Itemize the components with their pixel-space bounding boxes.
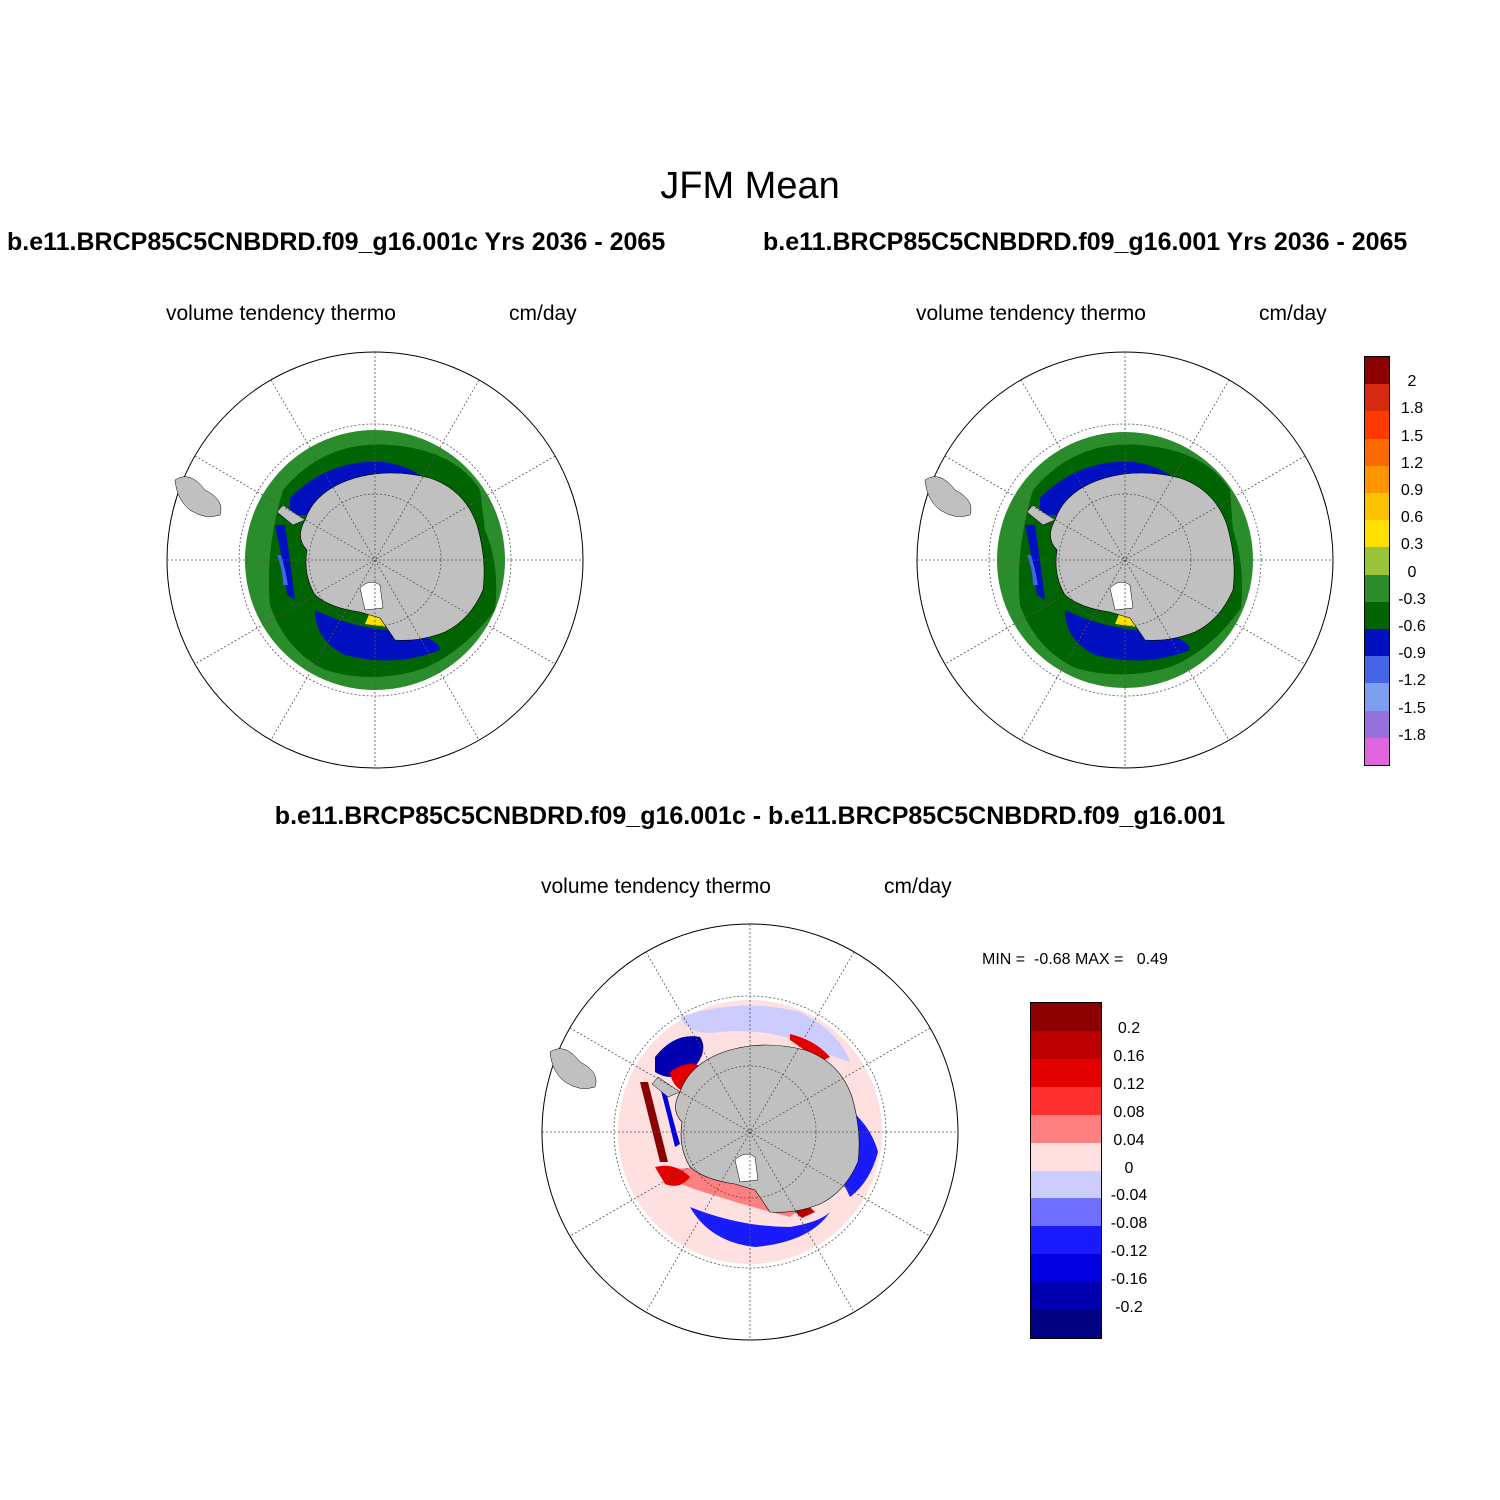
colorbar-diff-tick-label: 0.04 bbox=[1113, 1131, 1145, 1149]
colorbar-diff-swatch bbox=[1031, 1226, 1101, 1255]
colorbar-diff-tick-label: -0.04 bbox=[1110, 1187, 1148, 1205]
main-title: JFM Mean bbox=[660, 165, 840, 207]
diff-panel-title: b.e11.BRCP85C5CNBDRD.f09_g16.001c - b.e1… bbox=[274, 802, 1226, 830]
colorbar-diff-tick-label: -0.08 bbox=[1110, 1215, 1148, 1233]
antarctica-land-right bbox=[1026, 472, 1235, 641]
units-label-left: cm/day bbox=[509, 302, 577, 325]
colorbar-main-tick-label: -1.8 bbox=[1398, 726, 1426, 744]
variable-label-left: volume tendency thermo bbox=[166, 302, 396, 325]
colorbar-main-tick-label: 1.8 bbox=[1400, 400, 1424, 418]
colorbar-main-tick-label: 2 bbox=[1407, 373, 1417, 391]
colorbar-main bbox=[1364, 356, 1390, 766]
colorbar-main-tick-label: 0.3 bbox=[1400, 536, 1424, 554]
colorbar-main-swatch bbox=[1365, 493, 1389, 521]
colorbar-diff-swatch bbox=[1031, 1086, 1101, 1116]
variable-label-right: volume tendency thermo bbox=[916, 302, 1146, 325]
colorbar-diff-tick-label: -0.12 bbox=[1110, 1243, 1148, 1261]
colorbar-main-tick-label: -1.5 bbox=[1398, 699, 1426, 717]
max-value: 0.49 bbox=[1136, 951, 1168, 968]
graticule-diff bbox=[542, 924, 958, 1340]
colorbar-main-swatch bbox=[1365, 710, 1389, 739]
colorbar-main-tick-label: -1.2 bbox=[1398, 672, 1426, 690]
colorbar-main-swatch bbox=[1365, 574, 1389, 603]
min-label: MIN = bbox=[982, 951, 1026, 968]
colorbar-main-swatch bbox=[1365, 465, 1389, 494]
colorbar-diff-swatch bbox=[1031, 1170, 1101, 1199]
colorbar-main-tick-label: 1.2 bbox=[1400, 454, 1424, 472]
colorbar-main-swatch bbox=[1365, 384, 1389, 412]
polar-map-left bbox=[166, 351, 584, 769]
colorbar-diff-swatch bbox=[1031, 1310, 1101, 1339]
colorbar-main-tick-label: -0.3 bbox=[1398, 590, 1426, 608]
colorbar-main-tick-label: 0.6 bbox=[1400, 509, 1424, 527]
colorbar-main-swatch bbox=[1365, 656, 1389, 684]
polar-map-right bbox=[916, 351, 1334, 769]
colorbar-diff-swatch bbox=[1031, 1030, 1101, 1060]
colorbar-main-swatch bbox=[1365, 547, 1389, 576]
colorbar-diff-tick-label: 0.2 bbox=[1117, 1019, 1141, 1037]
south-america-land-left bbox=[174, 476, 222, 517]
colorbar-diff-tick-label: -0.16 bbox=[1110, 1271, 1148, 1289]
colorbar-main-swatch bbox=[1365, 601, 1389, 630]
colorbar-main-tick-label: -0.6 bbox=[1398, 618, 1426, 635]
units-label-diff: cm/day bbox=[884, 875, 952, 898]
colorbar-diff-swatch bbox=[1031, 1282, 1101, 1311]
polar-map-diff bbox=[541, 923, 959, 1341]
colorbar-main-swatch bbox=[1365, 683, 1389, 712]
colorbar-diff-tick-label: 0 bbox=[1124, 1159, 1134, 1177]
colorbar-main-swatch bbox=[1365, 520, 1389, 548]
colorbar-main-tick-label: 0.9 bbox=[1400, 482, 1424, 499]
colorbar-main-swatch bbox=[1365, 629, 1389, 657]
colorbar-main-tick-label: -0.9 bbox=[1398, 645, 1426, 663]
colorbar-main-swatch bbox=[1365, 737, 1389, 766]
max-label: MAX = bbox=[1074, 951, 1124, 968]
antarctica-land-left bbox=[276, 472, 485, 641]
colorbar-main-tick-label: 0 bbox=[1407, 563, 1417, 581]
graticule-left bbox=[167, 352, 583, 768]
colorbar-diff-tick-label: 0.16 bbox=[1113, 1047, 1145, 1065]
colorbar-diff bbox=[1030, 1002, 1102, 1339]
colorbar-diff-swatch bbox=[1031, 1058, 1101, 1088]
min-value: -0.68 bbox=[1034, 951, 1071, 968]
south-america-land-diff bbox=[549, 1048, 597, 1089]
min-max-readout: MIN = -0.68 MAX = 0.49 bbox=[982, 951, 1168, 969]
graticule-right bbox=[917, 352, 1333, 768]
colorbar-main-tick-label: 1.5 bbox=[1400, 427, 1424, 445]
colorbar-diff-tick-label: 0.08 bbox=[1113, 1103, 1145, 1121]
colorbar-diff-swatch bbox=[1031, 1003, 1101, 1032]
colorbar-main-swatch bbox=[1365, 357, 1389, 385]
colorbar-main-swatch bbox=[1365, 411, 1389, 440]
units-label-right: cm/day bbox=[1259, 302, 1327, 325]
antarctica-land-diff bbox=[651, 1044, 860, 1213]
colorbar-diff-swatch bbox=[1031, 1254, 1101, 1283]
colorbar-diff-swatch bbox=[1031, 1114, 1101, 1144]
variable-label-diff: volume tendency thermo bbox=[541, 875, 771, 898]
panel-title-right: b.e11.BRCP85C5CNBDRD.f09_g16.001 Yrs 203… bbox=[763, 228, 1408, 256]
colorbar-diff-tick-label: -0.2 bbox=[1115, 1299, 1143, 1317]
south-america-land-right bbox=[924, 476, 972, 517]
colorbar-diff-tick-label: 0.12 bbox=[1113, 1075, 1145, 1093]
colorbar-diff-swatch bbox=[1031, 1198, 1101, 1227]
panel-title-left: b.e11.BRCP85C5CNBDRD.f09_g16.001c Yrs 20… bbox=[7, 228, 666, 256]
colorbar-main-swatch bbox=[1365, 438, 1389, 467]
colorbar-diff-swatch bbox=[1031, 1142, 1101, 1171]
